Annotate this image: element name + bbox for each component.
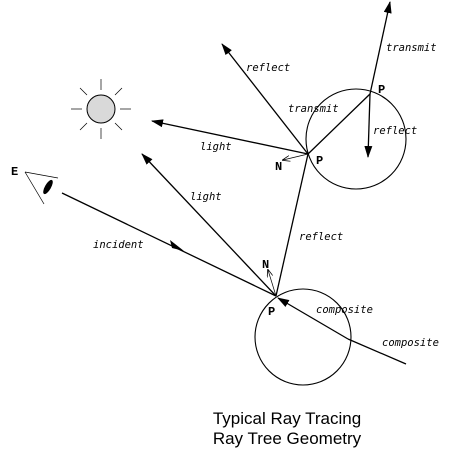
reflect-label-internal: reflect (373, 125, 417, 137)
reflect-ray-internal (364, 93, 373, 158)
normal-label-lower: N (262, 258, 269, 272)
reflect-ray-lower (275, 153, 309, 297)
incident-ray (61, 192, 277, 297)
point-label-lower: P (268, 305, 275, 319)
reflect-label-upper: reflect (246, 62, 290, 74)
sun-icon (71, 79, 131, 139)
lower-sphere (254, 288, 352, 386)
light-ray-upper (151, 119, 309, 155)
composite-ray-inner (277, 297, 349, 340)
reflect-label-lower: reflect (299, 231, 343, 243)
normal-upper (283, 153, 309, 160)
light-source (86, 94, 116, 124)
light-label-upper: light (200, 141, 232, 153)
caption-line-1: Typical Ray Tracing (213, 409, 361, 428)
upper-sphere (305, 88, 407, 190)
eye-icon (24, 171, 59, 205)
caption-line-2: Ray Tree Geometry (213, 429, 362, 448)
incident-arrowhead (170, 240, 184, 251)
transmit-ray-outer (369, 1, 392, 95)
composite-label-outer: composite (382, 337, 439, 349)
light-label-lower: light (190, 191, 222, 203)
point-label-upper: P (316, 154, 323, 168)
sun-rays (71, 79, 131, 139)
reflect-ray-upper (221, 43, 309, 155)
normal-lower (268, 270, 277, 297)
point-label-exit: P (378, 83, 385, 97)
incident-label: incident (93, 239, 144, 251)
transmit-ray-inner (307, 93, 371, 155)
eye-label: E (11, 165, 18, 179)
normal-label-upper: N (275, 160, 282, 174)
composite-ray-outer (347, 338, 407, 365)
light-ray-lower (141, 153, 277, 297)
transmit-label-outer: transmit (386, 42, 437, 54)
composite-label-inner: composite (316, 304, 373, 316)
transmit-label-inner: transmit (288, 103, 339, 115)
